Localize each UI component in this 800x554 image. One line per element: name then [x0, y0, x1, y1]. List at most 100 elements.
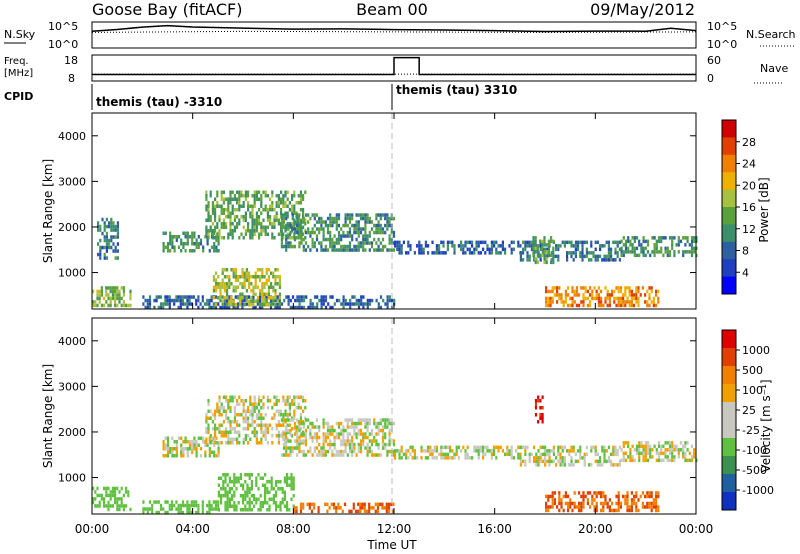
velocity-cell: [466, 456, 469, 460]
power-cell: [238, 201, 241, 205]
velocity-cell: [559, 459, 562, 464]
power-cell: [245, 268, 248, 272]
velocity-cell: [293, 421, 297, 426]
velocity-cell: [292, 476, 295, 480]
velocity-cell: [340, 428, 343, 433]
power-cell: [386, 302, 389, 306]
power-cell: [286, 204, 289, 208]
velocity-cell: [235, 487, 238, 491]
velocity-cell: [648, 505, 651, 509]
velocity-cell: [671, 451, 674, 456]
power-cell: [96, 289, 99, 294]
power-cell: [270, 296, 273, 300]
power-cell: [677, 236, 680, 240]
velocity-cell: [429, 449, 432, 453]
velocity-cell: [293, 432, 297, 436]
power-cell: [541, 251, 544, 255]
power-cell: [222, 201, 225, 205]
power-cell: [366, 298, 369, 303]
velocity-cell: [266, 399, 269, 403]
velocity-cell: [440, 449, 443, 453]
power-cell: [272, 289, 275, 293]
power-cell: [686, 236, 689, 240]
nave-tick-top: 60: [707, 54, 721, 67]
power-cell: [362, 244, 365, 249]
power-cell: [677, 243, 680, 247]
velocity-cell: [273, 416, 276, 420]
velocity-cell: [190, 500, 193, 504]
power-cell: [650, 289, 653, 294]
velocity-cell: [444, 456, 447, 460]
velocity-cell: [342, 435, 345, 440]
velocity-cell: [255, 423, 258, 427]
power-cell: [581, 240, 584, 245]
velocity-cell: [329, 425, 332, 429]
power-cell: [248, 275, 251, 279]
velocity-cell: [142, 500, 145, 504]
power-cell: [381, 244, 385, 249]
power-cell: [360, 298, 363, 303]
power-cell: [222, 222, 225, 226]
power-cell: [671, 246, 674, 251]
power-cell: [398, 240, 401, 245]
power-cell: [564, 296, 567, 301]
velocity-cell: [242, 409, 245, 413]
velocity-cell: [216, 402, 219, 406]
velocity-cell: [246, 483, 249, 487]
power-cell: [655, 250, 658, 254]
velocity-cell: [275, 402, 278, 406]
velocity-cell: [582, 501, 585, 506]
velocity-cell: [286, 473, 289, 477]
velocity-cell: [291, 418, 294, 422]
velocity-cell: [238, 430, 241, 434]
power-cell: [519, 251, 522, 255]
power-cell: [265, 303, 268, 307]
velocity-cell: [195, 450, 198, 454]
velocity-cell: [353, 442, 356, 447]
velocity-cell: [244, 416, 247, 420]
power-cell: [611, 289, 614, 294]
velocity-cell: [679, 441, 683, 445]
power-cell: [223, 296, 226, 300]
velocity-cell: [186, 500, 189, 504]
power-cell: [209, 218, 212, 222]
velocity-cell: [193, 447, 196, 451]
velocity-colorbar-swatch: [722, 456, 736, 475]
velocity-cell: [296, 425, 299, 429]
velocity-cell: [297, 402, 300, 406]
power-cell: [348, 241, 352, 245]
power-cell: [287, 227, 290, 231]
power-cell: [572, 258, 575, 262]
velocity-cell: [266, 508, 269, 512]
velocity-cell: [299, 427, 302, 431]
velocity-cell: [146, 510, 149, 515]
power-cell: [422, 251, 425, 255]
power-cell: [190, 295, 193, 299]
power-cell: [237, 296, 240, 300]
power-cell: [333, 234, 336, 238]
velocity-cell: [184, 440, 187, 444]
power-cell: [307, 220, 310, 224]
velocity-cell: [295, 430, 298, 434]
velocity-cell: [693, 455, 696, 459]
power-cell: [567, 303, 570, 308]
velocity-cell: [392, 421, 396, 426]
power-cell: [304, 230, 308, 235]
power-cell: [373, 230, 376, 235]
power-cell: [386, 220, 389, 224]
power-cell: [251, 236, 254, 240]
power-cell: [366, 305, 369, 310]
velocity-cell: [547, 505, 550, 509]
power-cell: [227, 204, 230, 208]
power-cell: [291, 216, 294, 221]
velocity-cell: [381, 506, 384, 510]
velocity-cell: [229, 406, 232, 410]
power-cell: [153, 305, 156, 310]
power-cell: [232, 285, 235, 289]
power-cell: [239, 275, 242, 279]
velocity-cell: [322, 439, 325, 443]
power-cell: [142, 295, 145, 299]
velocity-cell: [660, 451, 663, 456]
power-cell: [169, 238, 172, 242]
